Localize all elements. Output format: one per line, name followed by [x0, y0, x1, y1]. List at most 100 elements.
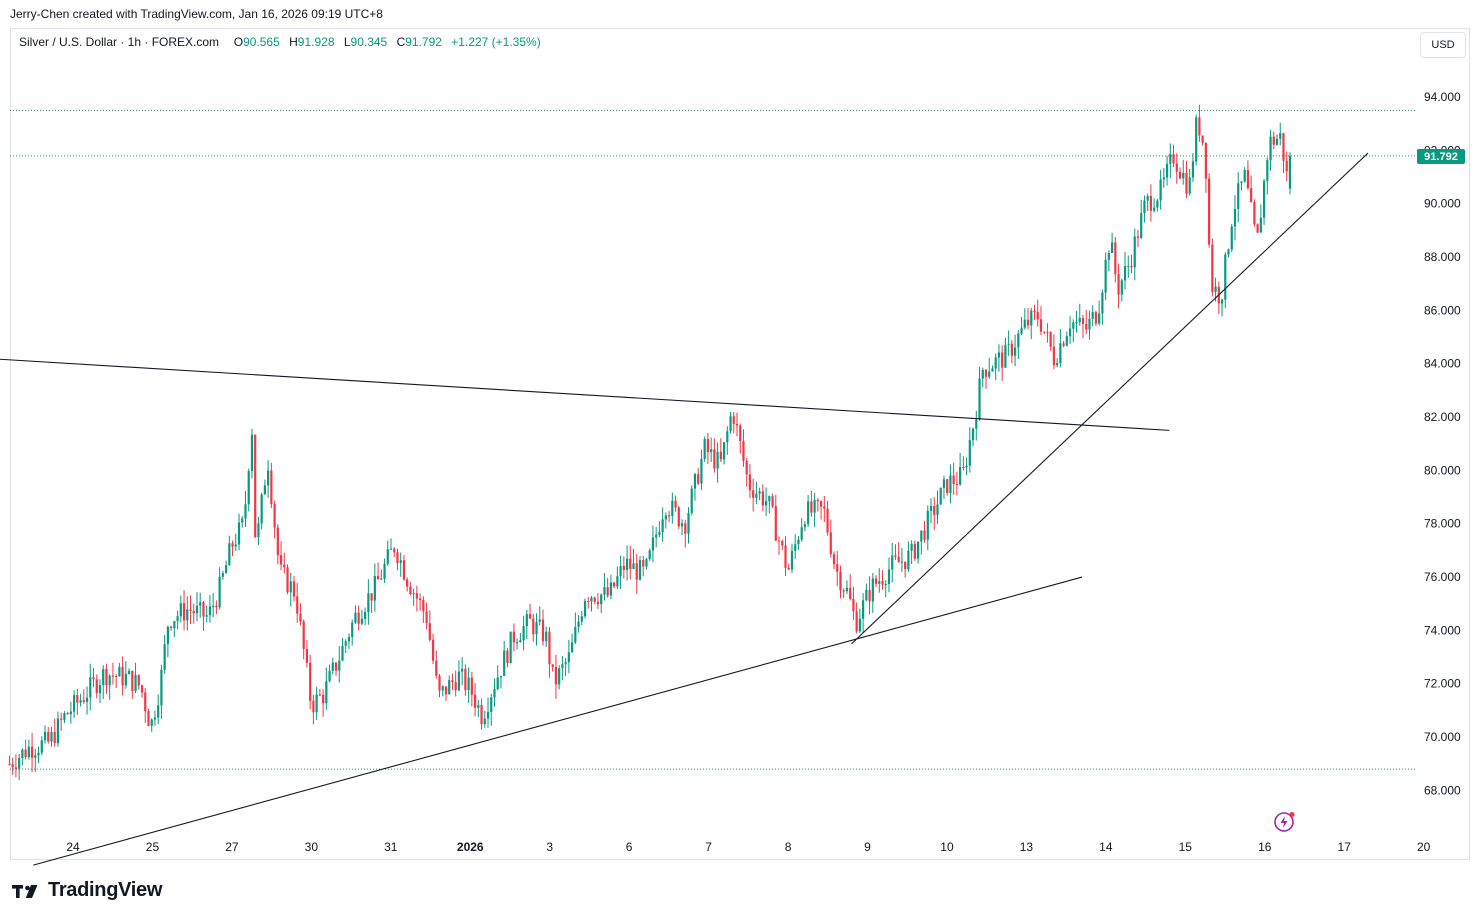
candle-body [642, 560, 645, 567]
candle-body [729, 416, 732, 432]
legend-symbol[interactable]: Silver / U.S. Dollar · 1h · FOREX.com [19, 35, 220, 49]
candle-body [929, 505, 933, 511]
candle-body [1130, 266, 1133, 268]
candle-body [968, 440, 971, 466]
candle-body [53, 731, 56, 744]
candle-body [376, 575, 380, 580]
candle-body [69, 711, 72, 715]
candle-body [444, 686, 448, 695]
candle-body [328, 670, 331, 682]
candle-body [428, 623, 431, 640]
candle-body [997, 352, 1001, 358]
legend-close-value: 91.792 [405, 35, 442, 49]
candle-body [664, 515, 667, 520]
chart-attribution: Jerry-Chen created with TradingView.com,… [10, 7, 383, 21]
candle-body [787, 567, 790, 570]
candle-body [66, 713, 69, 715]
candle-body [758, 491, 761, 494]
candle-body [383, 563, 386, 579]
candle-body [186, 609, 189, 621]
candle-body [1127, 266, 1130, 268]
candle-body [1091, 312, 1094, 319]
y-tick-label: 72.000 [1424, 677, 1461, 691]
candle-body [1123, 266, 1127, 281]
candle-body [79, 700, 82, 703]
candle-body [955, 483, 958, 485]
x-tick-label: 13 [1020, 840, 1034, 854]
candle-body [564, 662, 567, 665]
candle-body [732, 416, 735, 424]
candle-body [583, 600, 587, 617]
candle-body [1085, 323, 1088, 330]
candle-body [1072, 322, 1075, 329]
candle-body [115, 675, 118, 677]
candle-body [923, 530, 926, 540]
candle-body [849, 587, 852, 600]
candle-body [11, 763, 14, 768]
candle-body [137, 675, 140, 686]
candle-body [1195, 117, 1198, 162]
candle-body [305, 649, 309, 663]
candle-body [102, 669, 105, 686]
candle-body [1007, 343, 1010, 345]
candle-body [1262, 180, 1266, 218]
candle-body [412, 593, 415, 595]
currency-button[interactable]: USD [1420, 32, 1466, 58]
candle-body [891, 555, 894, 570]
candle-body [516, 642, 519, 644]
candle-body [467, 677, 470, 691]
candle-body [794, 544, 797, 551]
candle-body [613, 582, 616, 587]
candle-body [913, 543, 916, 559]
candle-body [991, 368, 994, 372]
candle-body [451, 680, 454, 683]
candle-body [761, 491, 764, 506]
candle-body [370, 593, 373, 601]
candle-body [1017, 333, 1020, 348]
x-tick-label: 27 [225, 840, 239, 854]
candle-body [635, 563, 638, 580]
candle-body [959, 467, 962, 485]
candle-body [936, 504, 939, 516]
candle-body [1185, 172, 1188, 194]
candle-body [170, 626, 173, 629]
candle-body [1165, 163, 1169, 178]
candle-body [14, 767, 18, 769]
candle-body [1133, 236, 1136, 268]
candle-body [1065, 336, 1068, 346]
candle-body [1101, 292, 1104, 314]
tradingview-logo-icon [12, 884, 38, 898]
x-tick-label: 9 [864, 840, 871, 854]
x-tick-label: 3 [546, 840, 553, 854]
candle-body [700, 459, 703, 484]
candle-body [30, 746, 34, 758]
candle-body [1279, 133, 1282, 139]
candle-body [1043, 331, 1046, 333]
lightning-icon[interactable] [1273, 811, 1295, 833]
candle-body [1052, 346, 1055, 366]
candle-body [1062, 343, 1065, 346]
candle-body [289, 581, 292, 593]
candle-body [528, 614, 532, 619]
candle-body [752, 490, 755, 498]
candle-body [1162, 177, 1165, 180]
candle-body [1188, 177, 1191, 194]
candle-body [1198, 117, 1201, 136]
candle-body [942, 479, 946, 488]
candle-body [858, 618, 861, 632]
candle-body [1178, 171, 1182, 179]
candle-body [309, 662, 312, 701]
candle-body [904, 561, 907, 570]
candle-body [680, 523, 684, 527]
candle-body [609, 582, 612, 596]
y-tick-label: 76.000 [1424, 570, 1461, 584]
candle-body [438, 675, 441, 691]
candle-body [684, 523, 687, 534]
candle-body [380, 578, 383, 580]
candle-body [273, 504, 276, 528]
candle-body [1269, 136, 1272, 161]
candle-body [276, 527, 279, 556]
candle-body [221, 573, 224, 577]
x-tick-label: 14 [1099, 840, 1113, 854]
